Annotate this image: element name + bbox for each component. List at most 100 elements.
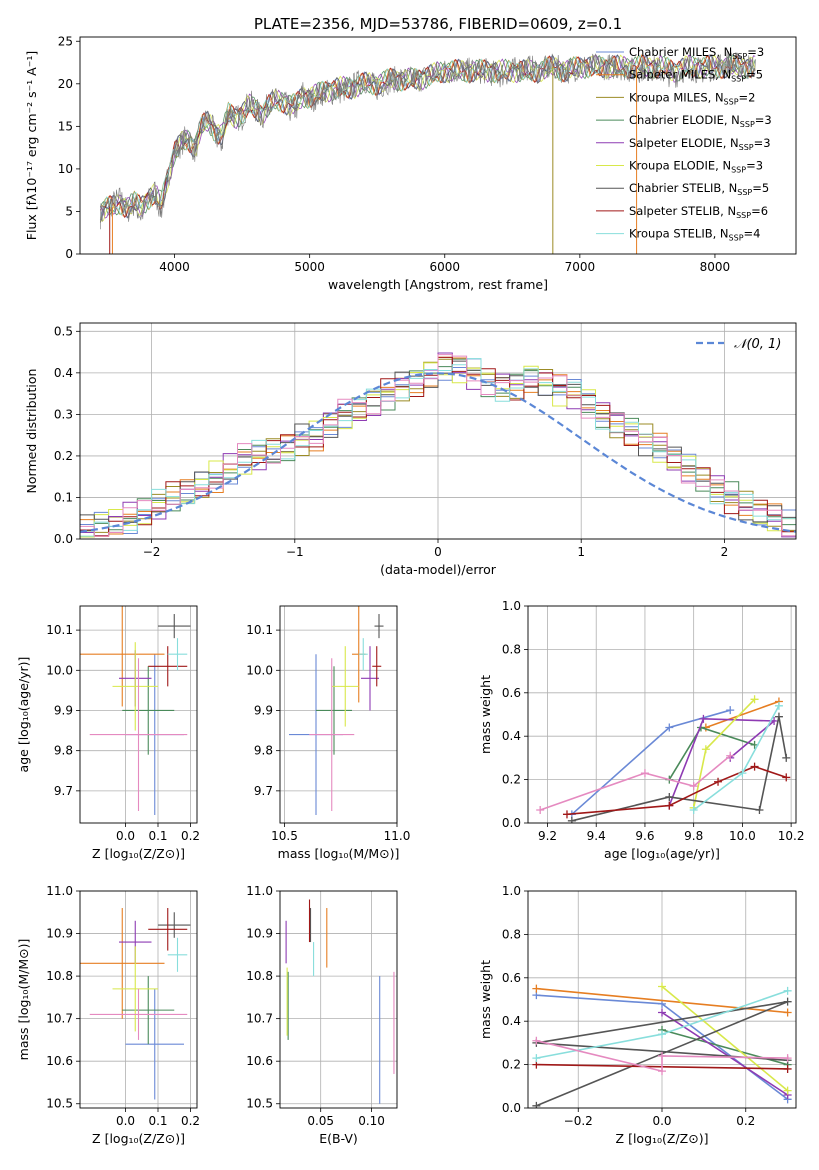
x-tick-label: 9.6 <box>635 829 654 843</box>
axes-frame <box>279 605 398 824</box>
weight-marker <box>532 1054 541 1063</box>
y-tick-label: 0.8 <box>502 927 521 941</box>
residual-histogram-panel: −2 −1 0 1 2 0.0 0.1 0.2 0.3 0.4 0.5 (data-model)/er… <box>24 322 797 577</box>
y-tick-label: 15 <box>58 119 73 133</box>
y-tick-label: 0.2 <box>502 1058 521 1072</box>
weight-vs-age-panel: 9.2 9.4 9.6 9.8 10.0 10.2 0.0 0.2 0.4 0.6 0.8 1.0 ag… <box>478 599 804 861</box>
y-tick-label: 10.5 <box>246 1097 273 1111</box>
x-tick-label: 0.0 <box>116 829 135 843</box>
y-tick-label: 0.4 <box>54 366 73 380</box>
y-tick-label: 0.3 <box>54 407 73 421</box>
x-tick-label: 11.0 <box>384 829 411 843</box>
x-axis-label: (data-model)/error <box>380 562 497 577</box>
y-tick-label: 1.0 <box>502 599 521 613</box>
weight-marker <box>783 986 792 995</box>
y-tick-label: 9.7 <box>54 784 73 798</box>
legend-entry: Chabrier MILES, NSSP=3 <box>629 45 764 61</box>
legend-entry: Salpeter ELODIE, NSSP=3 <box>629 136 771 152</box>
plot-area <box>285 899 395 1104</box>
weight-marker <box>738 769 747 778</box>
y-tick-label: 10.6 <box>46 1054 73 1068</box>
x-tick-label: 0.10 <box>358 1114 385 1128</box>
x-axis-label: mass [log₁₀(M/M⊙)] <box>278 846 400 861</box>
weight-marker <box>665 723 674 732</box>
y-tick-label: 10.9 <box>46 927 73 941</box>
y-tick-label: 10.1 <box>46 623 73 637</box>
weight-marker <box>532 984 541 993</box>
weight-series-line <box>539 755 731 811</box>
x-tick-label: 1 <box>577 545 585 559</box>
x-axis-label: Z [log₁₀(Z/Z⊙)] <box>616 1131 709 1146</box>
plot-area <box>289 606 384 815</box>
y-tick-label: 10.5 <box>46 1097 73 1111</box>
y-tick-label: 0.2 <box>502 773 521 787</box>
weight-marker <box>783 1008 792 1017</box>
y-tick-label: 0.1 <box>54 490 73 504</box>
x-tick-label: 2 <box>721 545 729 559</box>
y-tick-label: 1.0 <box>502 884 521 898</box>
y-axis-label: mass weight <box>478 675 493 754</box>
weight-marker <box>783 1054 792 1063</box>
x-tick-label: 10.2 <box>778 829 805 843</box>
axes-frame <box>79 322 797 540</box>
age-vs-mass-panel: 10.5 11.0 9.7 9.8 9.9 10.0 10.1 mass [log₁₀(M/M… <box>246 605 411 861</box>
y-tick-label: 0.4 <box>502 729 521 743</box>
plot-area <box>536 695 791 823</box>
y-tick-label: 9.7 <box>254 784 273 798</box>
y-tick-label: 10.8 <box>46 969 73 983</box>
weight-marker <box>782 753 791 762</box>
weight-marker <box>536 805 545 814</box>
histogram-step <box>80 360 796 539</box>
x-tick-label: 6000 <box>429 260 460 274</box>
model-spectrum-line <box>99 55 756 216</box>
x-tick-label: 0.0 <box>116 1114 135 1128</box>
y-tick-label: 10.8 <box>246 969 273 983</box>
weight-marker <box>783 997 792 1006</box>
weight-marker <box>714 777 723 786</box>
y-tick-label: 0.0 <box>54 532 73 546</box>
y-tick-label: 9.8 <box>54 744 73 758</box>
weight-marker <box>658 1030 666 1039</box>
weight-series-line <box>566 765 787 816</box>
legend-entry: Kroupa STELIB, NSSP=4 <box>629 227 760 243</box>
x-tick-label: 0.2 <box>181 1114 200 1128</box>
y-tick-label: 0.8 <box>502 642 521 656</box>
weight-vs-metallicity-panel: −0.2 0.0 0.2 0.0 0.2 0.4 0.6 0.8 1.0 Z [log₁₀(Z/Z… <box>478 884 797 1146</box>
x-tick-label: 0.1 <box>148 1114 167 1128</box>
x-tick-label: 10.5 <box>271 829 298 843</box>
y-tick-label: 20 <box>58 77 73 91</box>
axes-frame <box>279 890 398 1109</box>
x-axis-label: E(B-V) <box>319 1131 358 1146</box>
x-tick-label: 0.1 <box>148 829 167 843</box>
x-axis-label: Z [log₁₀(Z/Z⊙)] <box>92 846 185 861</box>
weight-marker <box>755 805 764 814</box>
y-tick-label: 11.0 <box>46 884 73 898</box>
legend-entry: Salpeter STELIB, NSSP=6 <box>629 204 768 220</box>
y-axis-label: Normed distribution <box>24 369 39 494</box>
weight-series-line <box>668 717 777 806</box>
y-tick-label: 9.8 <box>254 744 273 758</box>
y-axis-label: mass weight <box>478 960 493 1039</box>
plot-area <box>80 352 796 539</box>
x-axis-label: Z [log₁₀(Z/Z⊙)] <box>92 1131 185 1146</box>
x-tick-label: −1 <box>286 545 304 559</box>
x-tick-label: 8000 <box>700 260 731 274</box>
weight-marker <box>562 810 571 819</box>
weight-marker <box>699 714 708 723</box>
model-spectrum-line <box>99 54 756 219</box>
y-tick-label: 11.0 <box>246 884 273 898</box>
y-tick-label: 0.0 <box>502 816 521 830</box>
mass-vs-extinction-panel: 0.05 0.10 10.5 10.6 10.7 10.8 10.9 11.0 E(B-V) <box>246 884 398 1146</box>
x-tick-label: 0 <box>434 545 442 559</box>
legend-entry: 𝒩(0, 1) <box>734 337 781 352</box>
y-tick-label: 10.0 <box>46 663 73 677</box>
axes-frame <box>79 890 198 1109</box>
x-tick-label: 5000 <box>294 260 325 274</box>
weight-marker <box>658 1067 666 1076</box>
y-tick-label: 10.6 <box>246 1054 273 1068</box>
weight-marker <box>658 982 666 991</box>
weight-marker <box>640 769 649 778</box>
weight-marker <box>774 712 783 721</box>
histogram-step <box>80 354 796 539</box>
